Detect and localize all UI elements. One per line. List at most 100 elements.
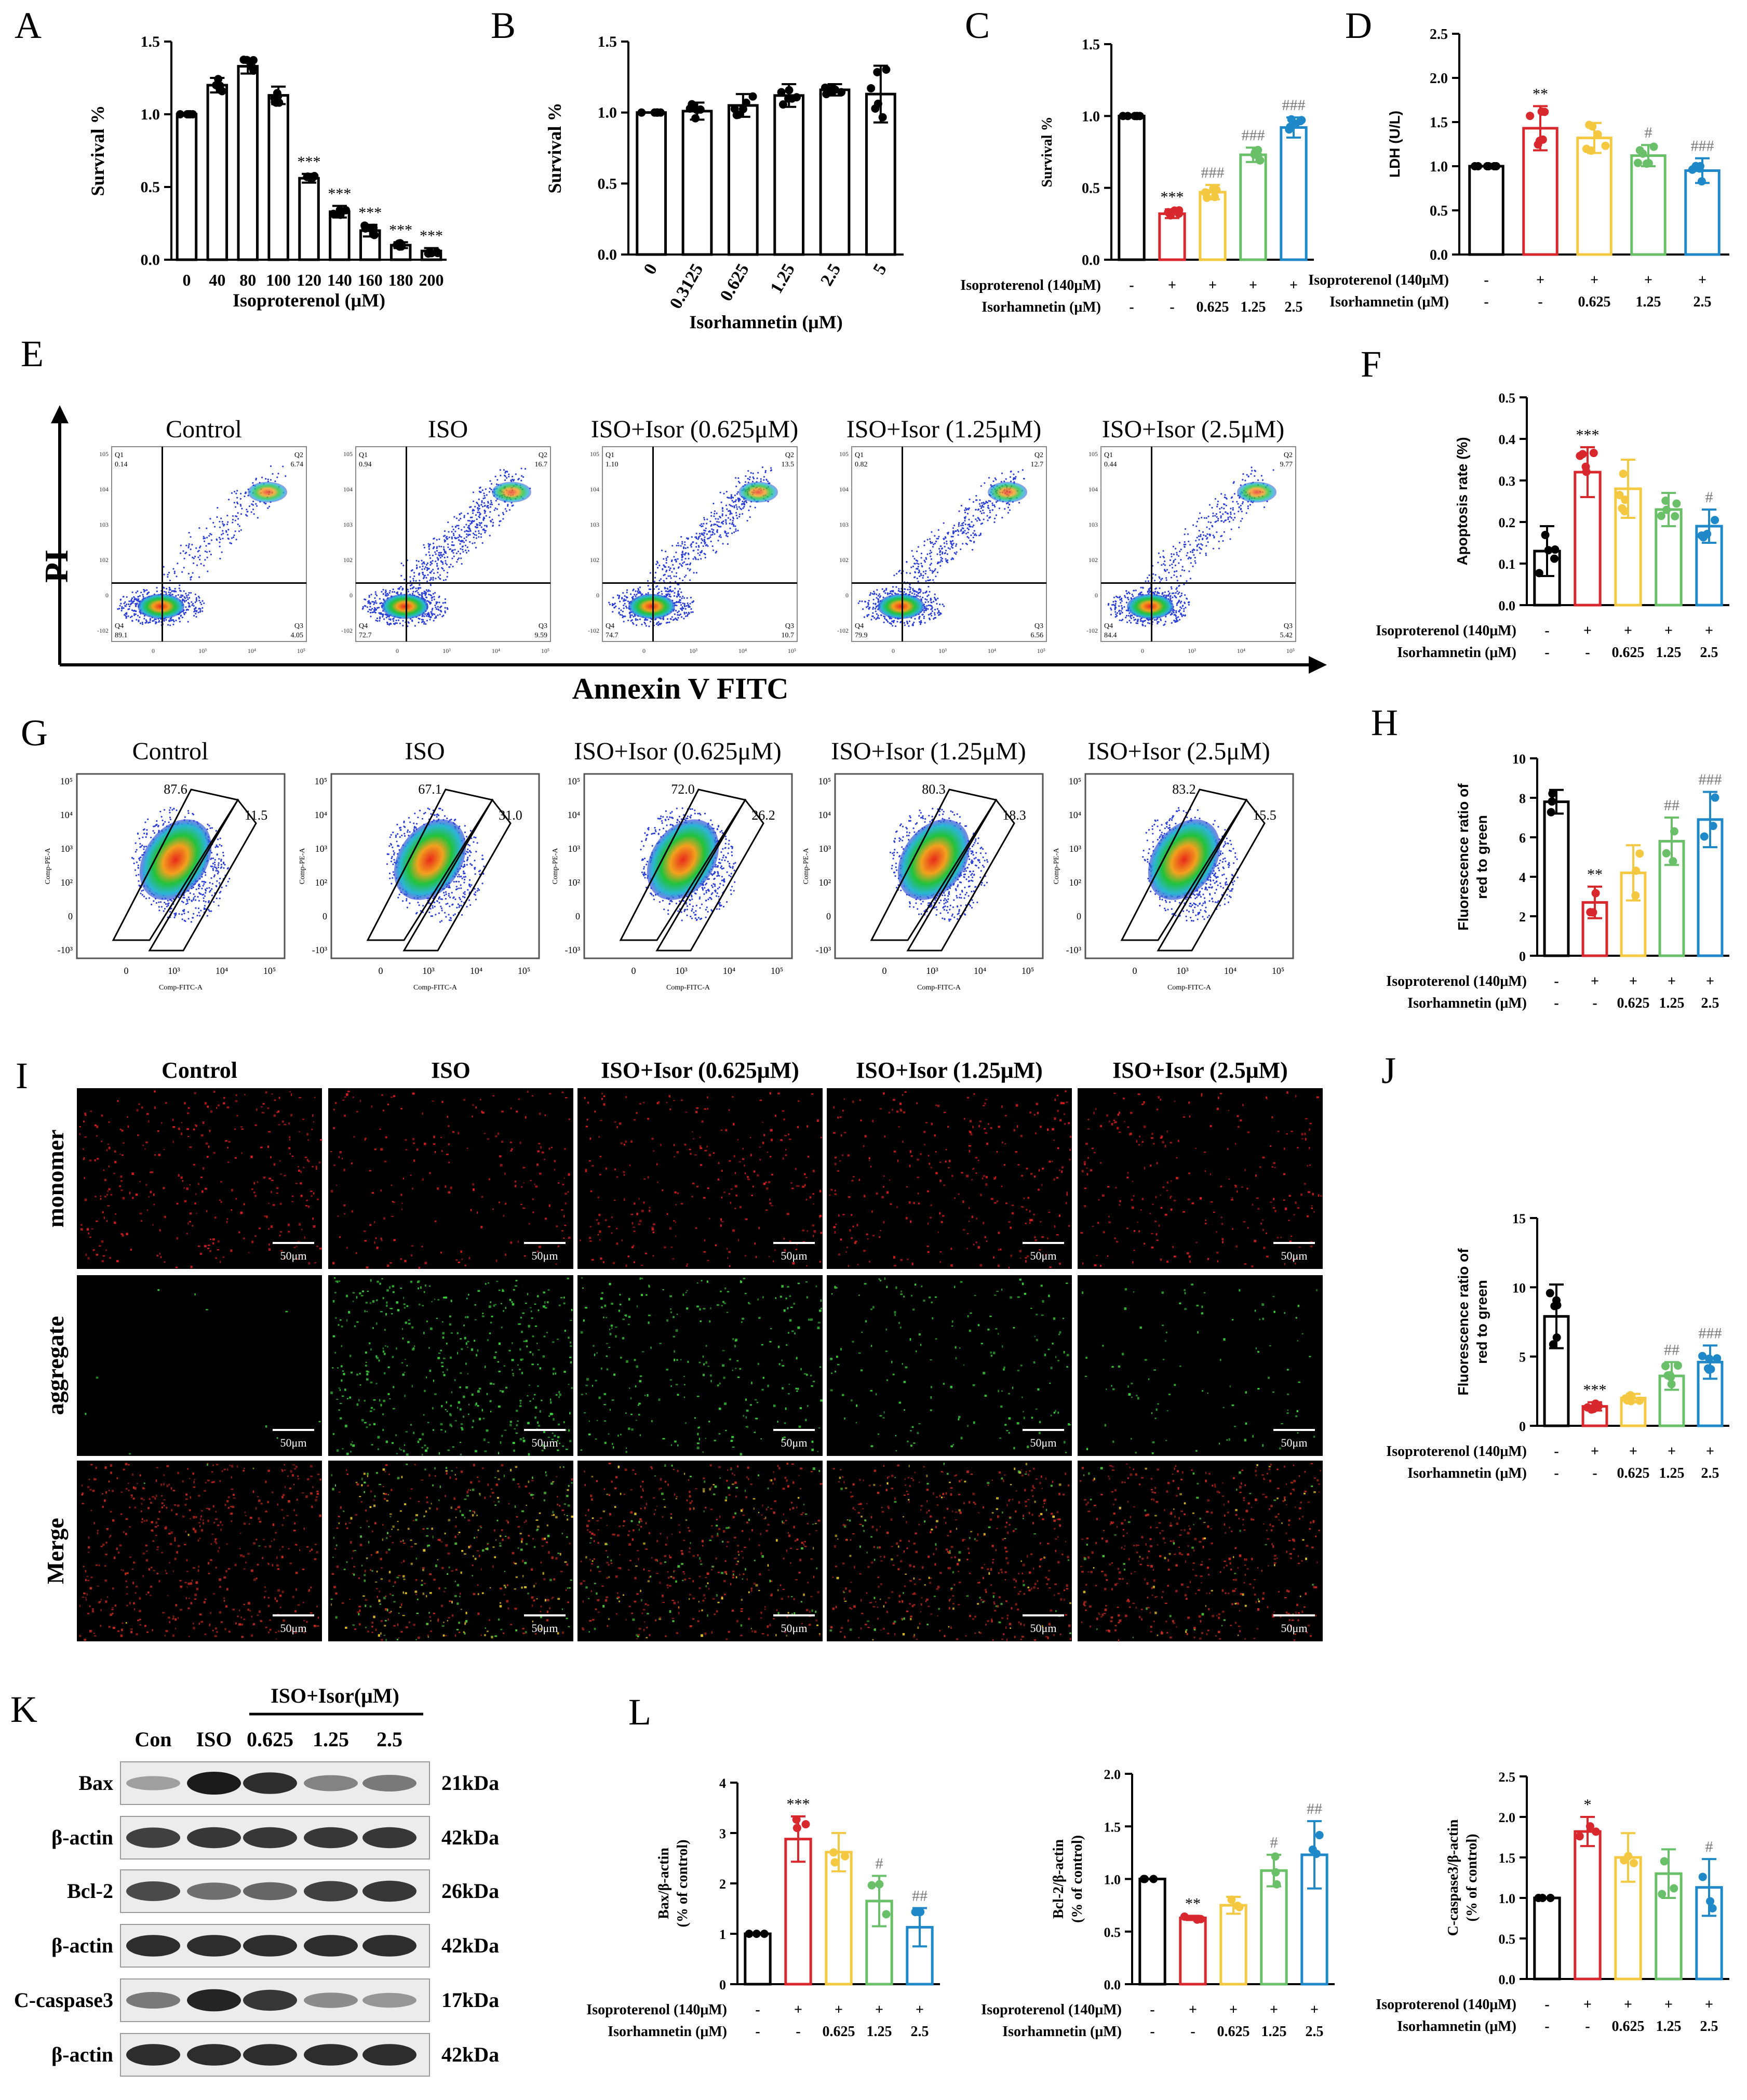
data-point — [831, 85, 840, 94]
pi-axis-arrow — [51, 405, 69, 423]
data-point — [875, 1880, 884, 1889]
column-title: ISO+Isor (2.5μM) — [1112, 1058, 1288, 1083]
bar — [819, 88, 851, 256]
blot-band — [187, 2044, 241, 2066]
quadrant-value: 72.7 — [359, 632, 372, 639]
y-tick-label: 0 — [1077, 911, 1081, 921]
data-point — [1140, 1875, 1149, 1883]
data-point — [1688, 165, 1697, 174]
data-point — [732, 111, 741, 119]
y-tick-label: 0.5 — [141, 179, 160, 196]
data-point — [1649, 142, 1658, 151]
quadrant-value: 13.5 — [782, 461, 795, 469]
isor-value: 2.5 — [1694, 294, 1712, 310]
panel-label-i: I — [16, 1055, 28, 1096]
iso-sign: + — [1705, 623, 1713, 639]
data-point — [1251, 149, 1259, 157]
flow-g-plot: ISO 10⁵ 10⁴ 10³ 10² 0 -10³ Comp-PE-A 0 10³ 10⁴ 10⁵ C… — [299, 738, 540, 992]
x-tick-label: 10³ — [1188, 647, 1196, 654]
data-point — [239, 56, 248, 64]
data-point — [1255, 156, 1264, 165]
x-tick-label: 10⁵ — [263, 966, 276, 976]
y-tick-label: 2.0 — [1430, 71, 1448, 87]
group-title: ISO+Isor (1.25μM) — [831, 738, 1026, 765]
isor-row-label: Isorhamnetin (μM) — [982, 299, 1101, 315]
blot-band — [187, 1882, 241, 1900]
iso-sign: + — [1208, 277, 1217, 293]
x-tick-label: 10⁴ — [248, 647, 256, 654]
micrograph: 50μm — [577, 1088, 823, 1269]
kda-label: 26kDa — [441, 1879, 499, 1903]
x-tick-label: 2.5 — [817, 261, 844, 289]
data-point — [1698, 1352, 1707, 1360]
x-tick-label: 10⁵ — [788, 647, 796, 654]
scale-bar-label: 50μm — [280, 1249, 307, 1262]
group-title: ISO+Isor (2.5μM) — [1087, 738, 1270, 765]
data-point — [689, 102, 697, 111]
y-tick-label: 0 — [719, 1977, 726, 1992]
x-tick-label: 0 — [642, 647, 646, 654]
panel-label-g: G — [21, 712, 48, 754]
significance-mark: *** — [298, 153, 321, 170]
isor-value: 0.625 — [1612, 645, 1645, 661]
data-point — [1706, 1897, 1715, 1906]
lane-label: 1.25 — [313, 1728, 349, 1751]
scale-bar-label: 50μm — [1030, 1249, 1057, 1262]
significance-mark: # — [1705, 1838, 1713, 1855]
data-point — [878, 113, 887, 122]
data-point — [1550, 554, 1559, 563]
data-point — [1672, 499, 1681, 508]
isor-value: 1.25 — [1659, 995, 1685, 1011]
blot-band — [362, 1775, 416, 1791]
column-title: ISO — [431, 1058, 471, 1083]
gate-lower-value: 31.0 — [499, 808, 522, 823]
significance-mark: *** — [1583, 1382, 1607, 1399]
isor-value: 1.25 — [1656, 2018, 1682, 2035]
quadrant-name: Q4 — [359, 622, 368, 630]
y-tick-label: 105 — [590, 450, 599, 458]
data-point — [742, 98, 750, 107]
data-point — [738, 105, 747, 114]
data-point — [310, 172, 319, 181]
quadrant-name: Q4 — [855, 622, 864, 630]
group-title: ISO — [405, 738, 445, 765]
y-axis-label: Comp-PE-A — [299, 848, 306, 885]
y-tick-label: 105 — [99, 450, 109, 458]
data-point — [1582, 467, 1591, 476]
data-point — [1615, 490, 1624, 499]
micrograph-bg — [77, 1088, 322, 1269]
blot-band — [362, 1935, 416, 1957]
y-tick-label: 10⁵ — [818, 776, 831, 786]
y-tick-label: 10⁴ — [568, 810, 580, 820]
data-point — [1644, 159, 1653, 168]
protein-label: β-actin — [51, 1934, 113, 1957]
flow-e-plot: ISO+Isor (0.625μM) 105 104 103 102 0 -102 Q1 1.1… — [588, 416, 798, 654]
y-tick-label: 10⁵ — [568, 776, 580, 786]
y-tick-label: 102 — [590, 556, 599, 564]
isor-value: - — [1150, 2024, 1154, 2040]
blot-band — [362, 1880, 416, 1902]
y-tick-label: 105 — [839, 450, 849, 458]
data-point — [778, 100, 787, 109]
y-tick-label: -10³ — [312, 945, 328, 955]
iso-sign: + — [1249, 277, 1257, 293]
panel-label-d: D — [1345, 5, 1372, 46]
quadrant-name: Q1 — [1104, 451, 1113, 459]
flow-e-plot: ISO+Isor (2.5μM) 105 104 103 102 0 -102 Q1 0.44 Q… — [1086, 416, 1296, 654]
y-tick-label: 104 — [839, 486, 849, 493]
kda-label: 42kDa — [441, 1934, 499, 1957]
y-axis-label: Fluorescence ratio of red to green — [1455, 783, 1490, 931]
bar — [1138, 1878, 1166, 1986]
x-tick-label: 10⁴ — [738, 647, 747, 654]
y-axis-label: LDH (U/L) — [1387, 111, 1403, 178]
iso-sign: + — [1624, 623, 1632, 639]
blot-band — [304, 1881, 358, 1902]
x-tick-label: 10⁴ — [974, 966, 986, 976]
y-tick-label: 0.0 — [141, 251, 160, 269]
bar — [1199, 191, 1227, 261]
y-tick-label: -10³ — [816, 945, 831, 955]
isor-value: - — [1585, 645, 1590, 661]
micrograph: 50μm — [577, 1461, 823, 1641]
data-point — [1538, 1894, 1547, 1902]
data-point — [1627, 1392, 1636, 1401]
